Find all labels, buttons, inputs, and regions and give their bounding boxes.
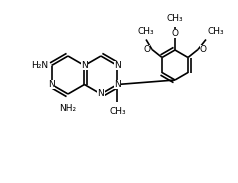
Text: N: N [48, 80, 55, 89]
Text: CH₃: CH₃ [109, 107, 126, 115]
Text: N: N [114, 80, 121, 89]
Text: N: N [98, 89, 104, 98]
Text: O: O [172, 29, 178, 38]
Text: NH₂: NH₂ [60, 104, 77, 113]
Text: N: N [81, 61, 88, 70]
Text: CH₃: CH₃ [208, 27, 225, 36]
Text: H₂N: H₂N [31, 61, 49, 70]
Text: CH₃: CH₃ [167, 14, 183, 23]
Text: N: N [114, 61, 121, 70]
Text: CH₃: CH₃ [138, 27, 154, 36]
Text: O: O [143, 45, 150, 54]
Text: O: O [200, 45, 207, 54]
